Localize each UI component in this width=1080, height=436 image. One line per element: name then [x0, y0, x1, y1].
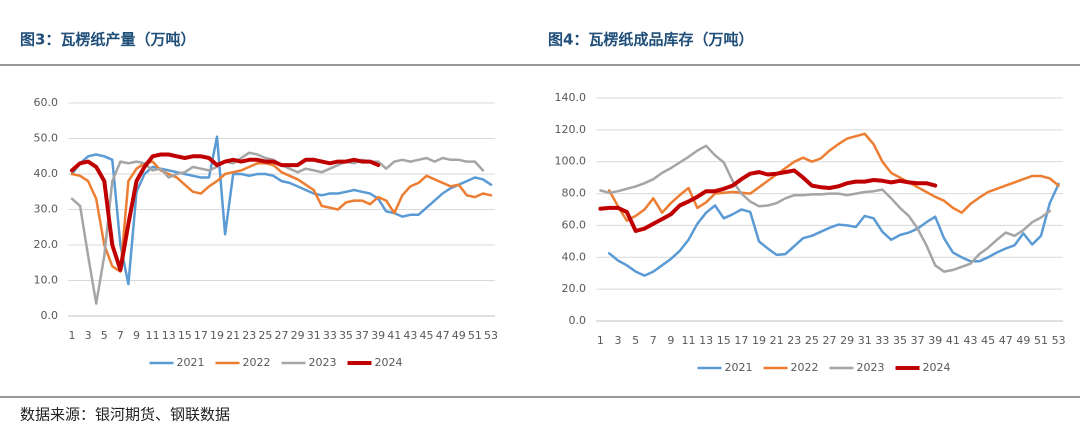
x-tick-label: 25: [258, 329, 272, 342]
x-tick-label: 47: [436, 329, 450, 342]
x-tick-label: 49: [452, 329, 466, 342]
x-tick-label: 9: [667, 334, 674, 347]
x-tick-label: 27: [823, 334, 837, 347]
x-tick-label: 43: [963, 334, 977, 347]
x-tick-label: 51: [468, 329, 482, 342]
x-tick-label: 37: [355, 329, 369, 342]
y-tick-label: 0.0: [41, 309, 59, 322]
y-tick-label: 0.0: [569, 314, 587, 327]
x-tick-label: 53: [1052, 334, 1066, 347]
x-tick-label: 15: [178, 329, 192, 342]
x-tick-label: 45: [981, 334, 995, 347]
x-tick-label: 7: [650, 334, 657, 347]
y-tick-label: 30.0: [34, 203, 59, 216]
x-tick-label: 33: [875, 334, 889, 347]
y-tick-label: 20.0: [562, 282, 587, 295]
x-tick-label: 19: [210, 329, 224, 342]
legend-label: 2022: [791, 361, 819, 374]
y-tick-label: 60.0: [562, 218, 587, 231]
x-tick-label: 19: [752, 334, 766, 347]
legend-label: 2022: [243, 356, 271, 369]
x-tick-label: 29: [840, 334, 854, 347]
x-tick-label: 1: [597, 334, 604, 347]
y-tick-label: 20.0: [34, 238, 59, 251]
chart-title: 图3：瓦楞纸产量（万吨）: [20, 31, 195, 49]
x-tick-label: 21: [770, 334, 784, 347]
chart-title: 图4：瓦楞纸成品库存（万吨）: [548, 31, 753, 49]
x-tick-label: 1: [69, 329, 76, 342]
x-tick-label: 13: [162, 329, 176, 342]
x-tick-label: 51: [1034, 334, 1048, 347]
x-tick-label: 7: [117, 329, 124, 342]
source-note: 数据来源：银河期货、钢联数据: [20, 406, 230, 424]
x-tick-label: 9: [133, 329, 140, 342]
x-tick-label: 15: [717, 334, 731, 347]
legend-label: 2021: [725, 361, 753, 374]
x-tick-label: 23: [242, 329, 256, 342]
x-tick-label: 41: [387, 329, 401, 342]
x-tick-label: 11: [682, 334, 696, 347]
x-tick-label: 47: [999, 334, 1013, 347]
y-tick-label: 40.0: [562, 250, 587, 263]
y-tick-label: 140.0: [555, 91, 587, 104]
y-tick-label: 10.0: [34, 274, 59, 287]
x-tick-label: 35: [339, 329, 353, 342]
y-tick-label: 60.0: [34, 96, 59, 109]
x-tick-label: 11: [146, 329, 160, 342]
series-line: [607, 182, 1060, 277]
x-tick-label: 25: [805, 334, 819, 347]
series-line: [70, 152, 381, 272]
x-tick-label: 13: [699, 334, 713, 347]
x-tick-label: 23: [787, 334, 801, 347]
x-tick-label: 39: [371, 329, 385, 342]
y-tick-label: 40.0: [34, 167, 59, 180]
x-tick-label: 17: [734, 334, 748, 347]
y-tick-label: 100.0: [555, 155, 587, 168]
x-tick-label: 5: [632, 334, 639, 347]
series-line: [599, 144, 1052, 273]
x-tick-label: 29: [291, 329, 305, 342]
series-line: [70, 160, 493, 273]
y-tick-label: 80.0: [562, 187, 587, 200]
x-tick-label: 37: [911, 334, 925, 347]
legend-label: 2024: [923, 361, 951, 374]
x-tick-label: 31: [307, 329, 321, 342]
legend-label: 2024: [375, 356, 403, 369]
x-tick-label: 43: [403, 329, 417, 342]
x-tick-label: 41: [946, 334, 960, 347]
x-tick-label: 3: [85, 329, 92, 342]
x-tick-label: 45: [420, 329, 434, 342]
x-tick-label: 33: [323, 329, 337, 342]
x-tick-label: 49: [1016, 334, 1030, 347]
y-tick-label: 50.0: [34, 132, 59, 145]
x-tick-label: 39: [928, 334, 942, 347]
x-tick-label: 21: [226, 329, 240, 342]
x-tick-label: 5: [101, 329, 108, 342]
x-tick-label: 35: [893, 334, 907, 347]
x-tick-label: 53: [484, 329, 498, 342]
x-tick-label: 31: [858, 334, 872, 347]
series-line: [598, 168, 938, 233]
series-line: [607, 132, 1060, 222]
x-tick-label: 3: [615, 334, 622, 347]
series-line: [70, 135, 493, 286]
legend-label: 2023: [857, 361, 885, 374]
legend-label: 2023: [309, 356, 337, 369]
y-tick-label: 120.0: [555, 123, 587, 136]
legend-label: 2021: [177, 356, 205, 369]
x-tick-label: 17: [194, 329, 208, 342]
x-tick-label: 27: [275, 329, 289, 342]
